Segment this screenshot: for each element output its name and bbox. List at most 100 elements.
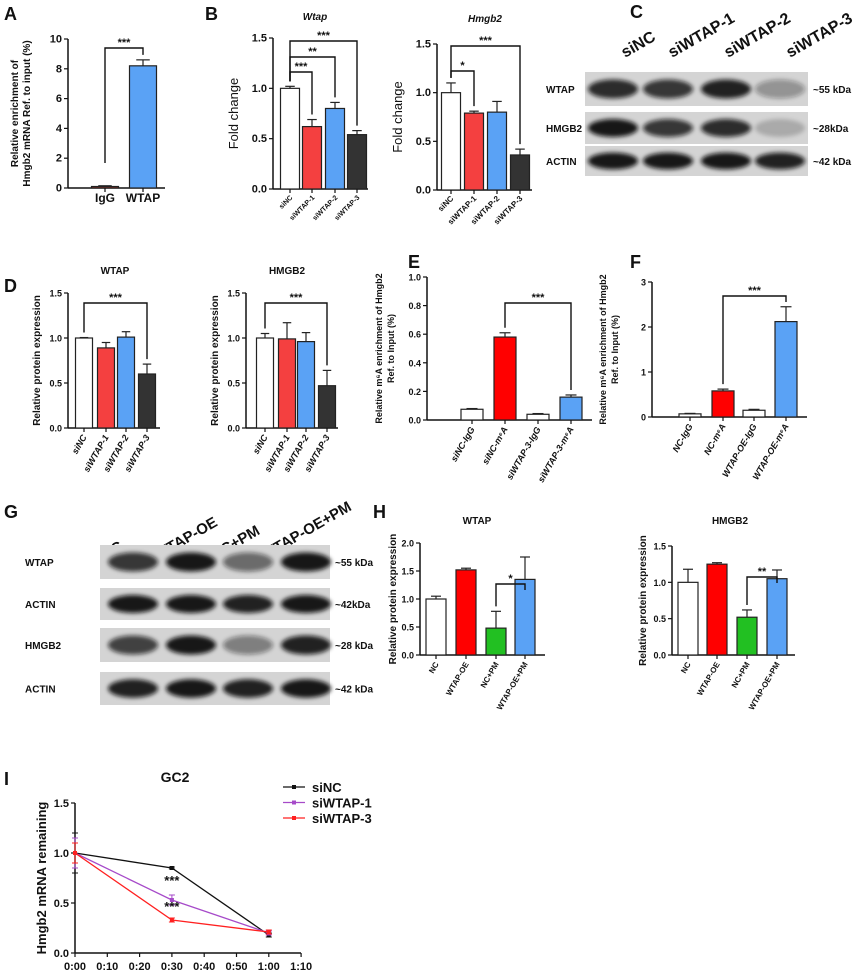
significance-label: *** [164, 899, 180, 914]
y-tick-label: 0.5 [416, 136, 431, 148]
protein-band [166, 635, 216, 655]
bar-nc-igg [678, 413, 702, 418]
significance-label: *** [532, 292, 546, 304]
y-tick-label: 0.0 [54, 948, 69, 960]
data-point [266, 930, 271, 934]
row-protein-label: HMGB2 [546, 124, 583, 135]
protein-band [281, 679, 331, 698]
y-tick-label: 0.0 [49, 424, 62, 434]
x-tick-label: WTAP-OE-IgG [720, 422, 759, 479]
y-tick-label: 1.5 [252, 33, 267, 45]
significance-label: * [508, 573, 513, 585]
bar-nc-pm [736, 616, 758, 656]
bar-siwtap-3 [346, 134, 368, 190]
protein-band [755, 152, 805, 170]
y-tick-label: 0 [641, 413, 646, 423]
protein-band [166, 595, 216, 613]
protein-band [281, 552, 331, 572]
y-tick-label: 1.5 [416, 39, 431, 51]
y-axis-label: Relative m⁶A enrichment of Hmgb2 [598, 274, 608, 424]
line-chart-i: GC2 0.0 0.5 1.0 1.5 0:00 0:10 0:20 0:30 0:40 0:50 1… [34, 769, 372, 973]
row-protein-label: ACTIN [546, 157, 577, 168]
y-tick-label: 0.2 [408, 387, 421, 397]
x-tick-label: WTAP-OE+PM [495, 660, 530, 711]
y-tick-label: 1.5 [401, 567, 414, 577]
bar-siwtap-1 [96, 347, 116, 429]
y-tick-label: 1.0 [416, 87, 431, 99]
protein-band [223, 552, 273, 572]
protein-band [701, 79, 751, 99]
x-tick-label: NC-IgG [671, 422, 695, 454]
lane-label: siNC [619, 28, 659, 61]
protein-band [755, 119, 805, 137]
bar-chart-e-main: 0.0 0.2 0.4 0.6 0.8 1.0 Relative m⁶A enrichmen… [374, 273, 592, 484]
bar-siwtap-3-igg [526, 413, 550, 421]
panel-letter-e: E [408, 252, 420, 272]
y-tick-label: 0.5 [54, 898, 69, 910]
x-tick-label: 0:20 [129, 961, 151, 973]
x-tick-label: NC [427, 660, 441, 675]
y-tick-label: 0.8 [408, 301, 421, 311]
protein-band [223, 635, 273, 655]
x-tick-label: 1:10 [290, 961, 312, 973]
chart-title: Wtap [303, 12, 327, 23]
data-point [169, 866, 174, 870]
bar-sinc [279, 87, 301, 190]
protein-band [701, 119, 751, 137]
x-tick-label: WTAP-OE [695, 660, 722, 697]
bar-siwtap-1 [301, 125, 323, 190]
lane-label: siWTAP-3 [784, 10, 856, 62]
y-tick-label: 10 [50, 34, 62, 46]
y-tick-label: 0.5 [252, 133, 267, 145]
bar-wtap-oe-igg [742, 409, 766, 418]
bar-sinc-igg [460, 408, 484, 421]
x-tick-label: NC+PM [479, 660, 501, 689]
bar-siwtap-3-m-a [559, 396, 583, 421]
y-axis-label: Relative m⁶A enrichment of Hmgb2 [374, 273, 384, 423]
significance-label: *** [479, 35, 493, 47]
x-tick-label: siNC [436, 194, 455, 213]
protein-band [755, 79, 805, 99]
bar-sinc [74, 337, 94, 429]
y-axis-label: Ref. to Input (%) [610, 315, 620, 384]
protein-band [588, 79, 638, 99]
y-axis-label: Relative protein expression [388, 534, 399, 665]
data-point [169, 918, 174, 922]
molecular-weight-label: ~55 kDa [335, 558, 374, 569]
bar-siwtap-3 [317, 385, 337, 429]
x-tick-label: NC+PM [730, 660, 752, 689]
significance-bracket [83, 302, 148, 360]
y-tick-label: 1.0 [408, 273, 421, 283]
protein-band [588, 119, 638, 137]
y-tick-label: 1.0 [54, 848, 69, 860]
y-tick-label: 0 [56, 183, 62, 195]
significance-label: * [460, 60, 465, 72]
bar-siwtap-3 [509, 154, 531, 191]
y-tick-label: 0.4 [408, 358, 421, 368]
chart-title: Hmgb2 [468, 14, 502, 25]
protein-band [108, 679, 158, 698]
protein-band [643, 79, 693, 99]
significance-label: *** [295, 61, 309, 73]
x-tick-label: 0:10 [96, 961, 118, 973]
protein-band [281, 635, 331, 655]
y-axis-label: Hmgb2 mRNA Ref. to input (%) [22, 40, 33, 186]
x-tick-label: siNC [251, 433, 270, 456]
bar-chart-d-hmgb2: HMGB2 0.0 0.5 1.0 1.5 Relative protein expres… [210, 266, 338, 474]
panel-letter-h: H [373, 502, 386, 522]
panel-letter-d: D [4, 276, 17, 296]
chart-title: WTAP [101, 266, 130, 277]
panel-letter-i: I [4, 769, 9, 789]
significance-bracket [746, 576, 778, 605]
y-tick-label: 2.0 [401, 539, 414, 549]
legend-marker [292, 785, 296, 789]
chart-title: WTAP [463, 516, 492, 527]
y-axis-label: Relative protein expression [638, 535, 649, 666]
y-tick-label: 0.0 [416, 185, 431, 197]
y-tick-label: 1.5 [49, 289, 62, 299]
bar-chart-h-hmgb2: HMGB2 0.0 0.5 1.0 1.5 Relative protein expres… [638, 516, 795, 712]
bar-nc [677, 581, 699, 656]
row-protein-label: WTAP [25, 558, 54, 569]
